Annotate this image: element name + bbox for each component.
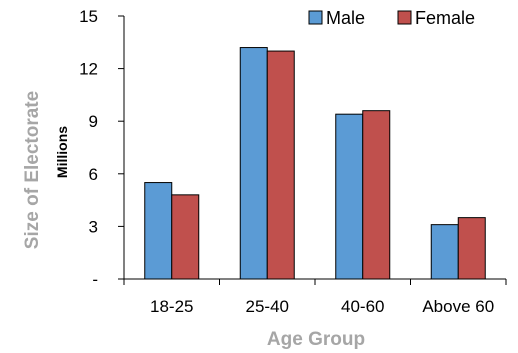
x-tick-label: 18-25 xyxy=(150,297,193,316)
legend: Male Female xyxy=(308,8,475,28)
x-tick-label: 40-60 xyxy=(341,297,384,316)
y-tick-label: 6 xyxy=(89,165,98,184)
y-tick-label: 3 xyxy=(89,217,98,236)
x-tick-label: 25-40 xyxy=(246,297,289,316)
legend-swatch-female xyxy=(397,10,412,25)
bars-group xyxy=(144,47,486,280)
bar-male-18-25 xyxy=(144,182,173,280)
bar-female-above-60 xyxy=(457,217,486,280)
y-tick-label: - xyxy=(92,270,98,289)
y-axis-title: Size of Electorate xyxy=(22,91,43,249)
bar-male-above-60 xyxy=(430,224,459,280)
y-tick-label: 9 xyxy=(89,112,98,131)
y-axis-unit-label: Millions xyxy=(54,126,70,178)
legend-swatch-male xyxy=(308,10,323,25)
bar-male-40-60 xyxy=(335,113,364,280)
y-tick-label: 15 xyxy=(79,7,98,26)
bar-female-25-40 xyxy=(266,50,295,280)
ticks-group: - 3 6 9 12 15 18-25 25-40 40-60 Above 60 xyxy=(79,7,494,316)
x-tick-label: Above 60 xyxy=(422,297,494,316)
bar-female-18-25 xyxy=(171,194,200,280)
legend-label-male: Male xyxy=(326,8,365,28)
axes-group xyxy=(118,15,507,285)
bar-male-25-40 xyxy=(239,47,268,280)
y-tick-label: 12 xyxy=(79,60,98,79)
legend-label-female: Female xyxy=(415,8,475,28)
x-axis-title: Age Group xyxy=(267,329,365,350)
bar-female-40-60 xyxy=(362,110,391,280)
